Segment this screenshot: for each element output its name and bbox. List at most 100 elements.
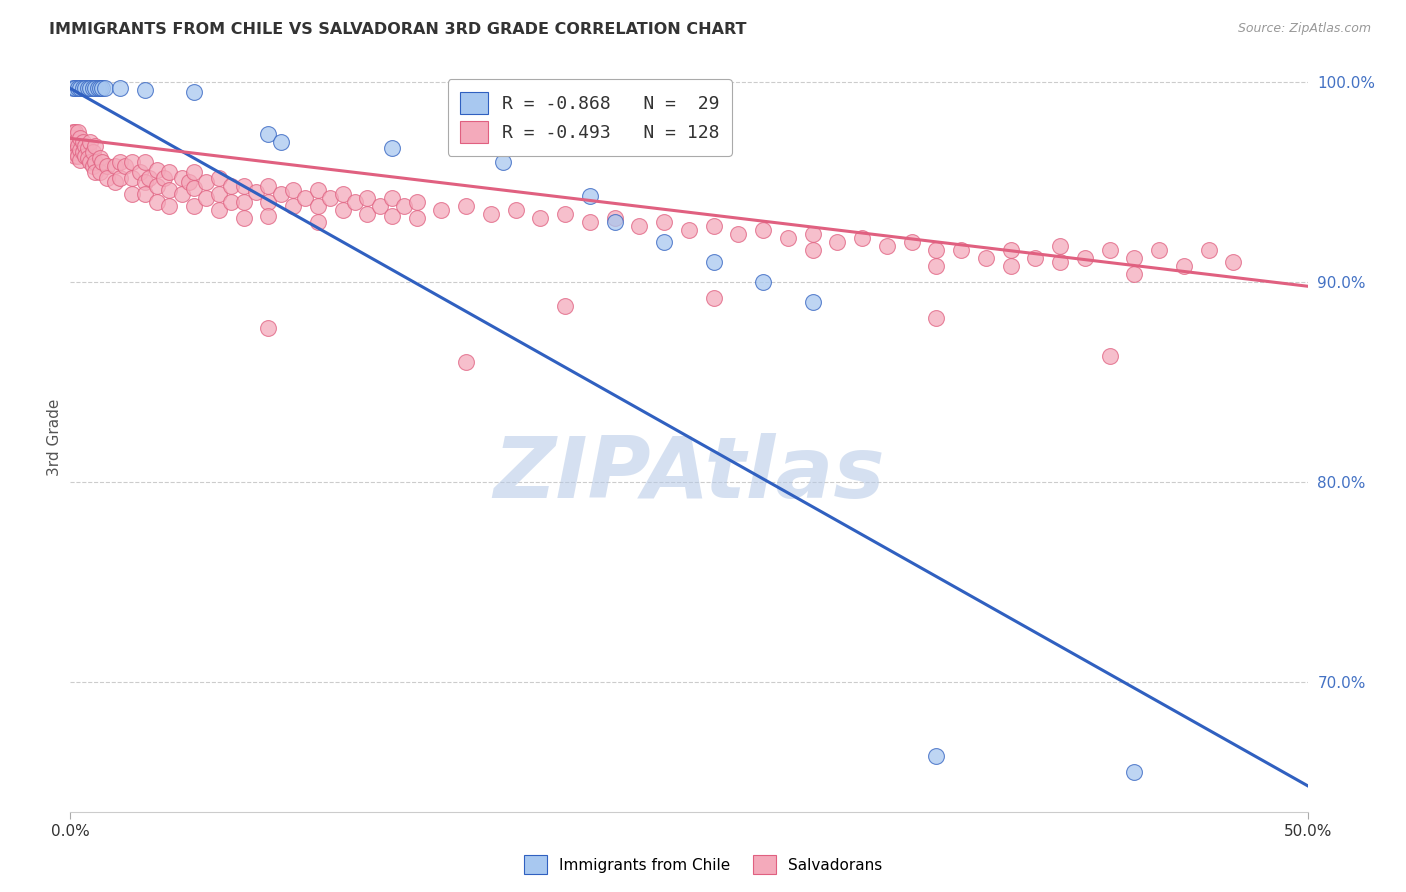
- Point: [1123, 252, 1146, 266]
- Point: [974, 252, 997, 266]
- Point: [925, 244, 948, 258]
- Point: [752, 223, 775, 237]
- Point: [851, 231, 873, 245]
- Point: [91, 81, 114, 95]
- Point: [208, 203, 231, 218]
- Point: [1173, 259, 1195, 273]
- Point: [84, 81, 107, 95]
- Point: [257, 195, 280, 210]
- Point: [343, 195, 366, 210]
- Point: [801, 227, 824, 242]
- Point: [456, 355, 478, 369]
- Point: [603, 211, 626, 226]
- Point: [628, 219, 651, 234]
- Point: [368, 199, 391, 213]
- Point: [950, 244, 973, 258]
- Point: [1123, 764, 1146, 779]
- Point: [1000, 259, 1022, 273]
- Point: [925, 748, 948, 763]
- Point: [69, 131, 91, 145]
- Point: [96, 159, 118, 173]
- Point: [678, 223, 700, 237]
- Point: [62, 139, 84, 153]
- Point: [69, 144, 91, 158]
- Point: [91, 155, 114, 169]
- Point: [104, 175, 127, 189]
- Point: [381, 141, 404, 155]
- Y-axis label: 3rd Grade: 3rd Grade: [46, 399, 62, 475]
- Point: [89, 152, 111, 166]
- Point: [69, 81, 91, 95]
- Point: [257, 128, 280, 142]
- Point: [76, 81, 98, 95]
- Point: [900, 235, 922, 250]
- Point: [128, 165, 150, 179]
- Point: [82, 81, 104, 95]
- Point: [89, 81, 111, 95]
- Point: [82, 159, 104, 173]
- Point: [405, 211, 427, 226]
- Point: [170, 187, 193, 202]
- Point: [801, 295, 824, 310]
- Point: [232, 179, 254, 194]
- Point: [319, 191, 342, 205]
- Point: [104, 159, 127, 173]
- Point: [1000, 244, 1022, 258]
- Point: [76, 141, 98, 155]
- Point: [827, 235, 849, 250]
- Point: [430, 203, 453, 218]
- Point: [356, 207, 378, 221]
- Point: [89, 165, 111, 179]
- Point: [394, 199, 416, 213]
- Point: [65, 81, 87, 95]
- Point: [232, 195, 254, 210]
- Point: [554, 207, 576, 221]
- Point: [281, 199, 304, 213]
- Point: [727, 227, 749, 242]
- Point: [1024, 252, 1046, 266]
- Point: [603, 215, 626, 229]
- Point: [257, 209, 280, 223]
- Point: [405, 195, 427, 210]
- Point: [505, 203, 527, 218]
- Point: [177, 175, 200, 189]
- Point: [752, 275, 775, 289]
- Point: [652, 235, 675, 250]
- Point: [153, 171, 176, 186]
- Point: [157, 199, 180, 213]
- Point: [356, 191, 378, 205]
- Point: [65, 149, 87, 163]
- Point: [270, 136, 292, 150]
- Point: [232, 211, 254, 226]
- Point: [157, 183, 180, 197]
- Point: [1123, 267, 1146, 281]
- Point: [294, 191, 316, 205]
- Point: [66, 149, 89, 163]
- Point: [195, 191, 218, 205]
- Point: [1147, 244, 1170, 258]
- Point: [84, 165, 107, 179]
- Legend: R = -0.868   N =  29, R = -0.493   N = 128: R = -0.868 N = 29, R = -0.493 N = 128: [447, 79, 733, 155]
- Point: [62, 131, 84, 145]
- Point: [94, 81, 117, 95]
- Point: [86, 81, 108, 95]
- Point: [121, 171, 143, 186]
- Point: [79, 136, 101, 150]
- Point: [84, 155, 107, 169]
- Point: [1098, 244, 1121, 258]
- Point: [183, 181, 205, 195]
- Point: [146, 163, 169, 178]
- Point: [195, 175, 218, 189]
- Point: [381, 209, 404, 223]
- Point: [307, 199, 329, 213]
- Point: [66, 139, 89, 153]
- Point: [75, 81, 97, 95]
- Point: [925, 259, 948, 273]
- Point: [245, 186, 267, 200]
- Point: [652, 215, 675, 229]
- Point: [69, 153, 91, 168]
- Point: [66, 125, 89, 139]
- Point: [138, 171, 160, 186]
- Point: [134, 187, 156, 202]
- Point: [554, 299, 576, 313]
